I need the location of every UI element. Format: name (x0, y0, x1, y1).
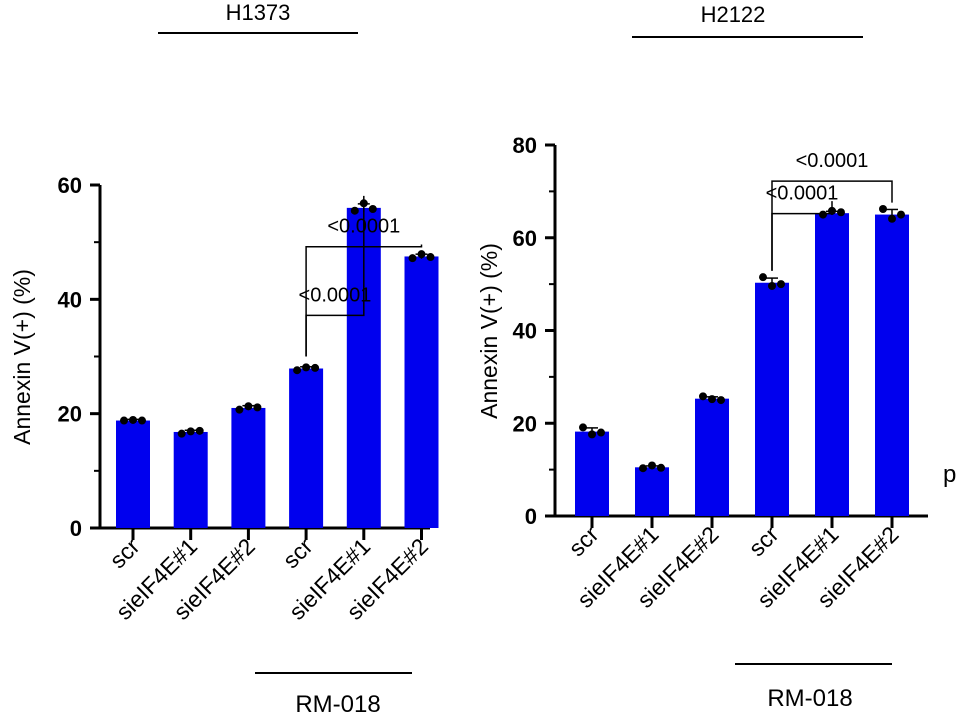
bar (815, 213, 849, 516)
data-point (186, 427, 195, 436)
data-point (777, 280, 785, 289)
data-point (311, 363, 320, 372)
bar (404, 256, 439, 528)
data-point (350, 206, 359, 215)
y-tick-label: 0 (525, 504, 537, 529)
data-point (888, 214, 896, 223)
y-tick-label: 40 (58, 287, 82, 312)
y-tick-label: 20 (58, 402, 82, 427)
y-axis-label: Annexin V(+) (%) (9, 269, 35, 445)
bar (173, 431, 208, 528)
y-tick-label: 40 (513, 319, 537, 344)
data-point (120, 416, 128, 425)
bar (231, 407, 266, 528)
data-point (768, 281, 776, 290)
significance-bracket (305, 244, 423, 357)
bar (635, 467, 669, 516)
p-value-label: <0.0001 (766, 183, 839, 205)
data-point (368, 205, 377, 214)
stray-label: p (943, 461, 956, 488)
bar (116, 420, 150, 528)
chart-title: H2122 (701, 2, 766, 27)
p-value-label: <0.0001 (327, 216, 400, 238)
y-tick-label: 20 (513, 411, 537, 436)
data-point (759, 273, 767, 282)
data-point (579, 423, 587, 432)
chart-title: H1373 (226, 0, 291, 25)
data-point (235, 405, 244, 414)
group-label: RM-018 (295, 691, 380, 718)
x-tick-label: scr (278, 533, 318, 573)
bar (695, 398, 729, 516)
data-point (699, 392, 707, 401)
data-point (408, 254, 417, 263)
significance-bracket (771, 180, 893, 271)
data-point (426, 253, 435, 262)
y-tick-label: 80 (513, 133, 537, 158)
data-point (129, 415, 137, 424)
x-tick-label: scr (743, 521, 783, 561)
data-point (657, 463, 665, 472)
data-point (588, 430, 596, 439)
data-point (293, 366, 302, 375)
data-point (417, 250, 426, 259)
bar (575, 431, 609, 516)
x-tick-label: scr (563, 521, 603, 561)
p-value-label: <0.0001 (796, 150, 869, 172)
p-value-label: <0.0001 (299, 284, 372, 306)
data-point (138, 416, 146, 425)
bar (755, 282, 789, 516)
data-point (879, 204, 887, 213)
data-point (897, 210, 905, 219)
data-point (708, 395, 716, 404)
y-tick-label: 60 (58, 173, 82, 198)
data-point (244, 402, 253, 411)
y-tick-label: 0 (70, 516, 82, 541)
data-point (717, 396, 725, 405)
data-point (177, 429, 186, 438)
x-tick-label: scr (104, 533, 144, 573)
data-point (819, 210, 827, 219)
data-point (597, 428, 605, 437)
group-label: RM-018 (767, 685, 852, 712)
data-point (639, 464, 647, 473)
data-point (253, 403, 262, 412)
data-point (195, 426, 204, 435)
data-point (302, 363, 311, 372)
data-point (648, 461, 656, 470)
data-point (837, 208, 845, 217)
y-axis-label: Annexin V(+) (%) (476, 243, 502, 419)
y-tick-label: 60 (513, 226, 537, 251)
bar (875, 214, 909, 516)
bar (289, 368, 324, 528)
